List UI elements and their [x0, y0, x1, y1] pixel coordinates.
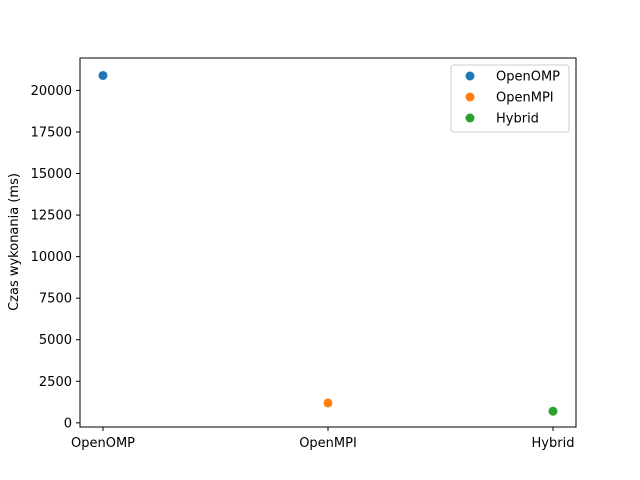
- legend-box: [450, 64, 570, 133]
- y-tick-label: 15000: [31, 167, 72, 182]
- data-point-hybrid: [548, 406, 558, 416]
- data-point-openmpi: [323, 398, 333, 408]
- data-point-openomp: [98, 70, 108, 80]
- x-tick-label: OpenOMP: [71, 436, 135, 451]
- legend-marker: [465, 92, 475, 102]
- y-tick-label: 2500: [39, 375, 72, 390]
- y-tick-label: 10000: [31, 250, 72, 265]
- y-tick-label: 0: [64, 416, 72, 431]
- x-axis-ticks: OpenOMP OpenMPI Hybrid: [71, 427, 574, 451]
- y-tick-label: 17500: [31, 125, 72, 140]
- legend-marker: [465, 113, 475, 123]
- y-tick-label: 5000: [39, 333, 72, 348]
- y-tick-label: 12500: [31, 209, 72, 224]
- legend-label: OpenOMP: [496, 70, 560, 85]
- x-tick-label: OpenMPI: [299, 436, 357, 451]
- y-axis-label: Czas wykonania (ms): [7, 173, 22, 311]
- legend-marker: [465, 71, 475, 81]
- legend: OpenOMP OpenMPI Hybrid: [450, 64, 570, 133]
- y-tick-label: 20000: [31, 84, 72, 99]
- data-points: [98, 70, 558, 416]
- x-tick-label: Hybrid: [532, 436, 575, 451]
- y-axis-ticks: 0 2500 5000 7500 10000 12500 15000 17500 20000: [31, 84, 80, 431]
- y-tick-label: 7500: [39, 292, 72, 307]
- legend-label: OpenMPI: [496, 91, 554, 106]
- legend-label: Hybrid: [496, 112, 539, 127]
